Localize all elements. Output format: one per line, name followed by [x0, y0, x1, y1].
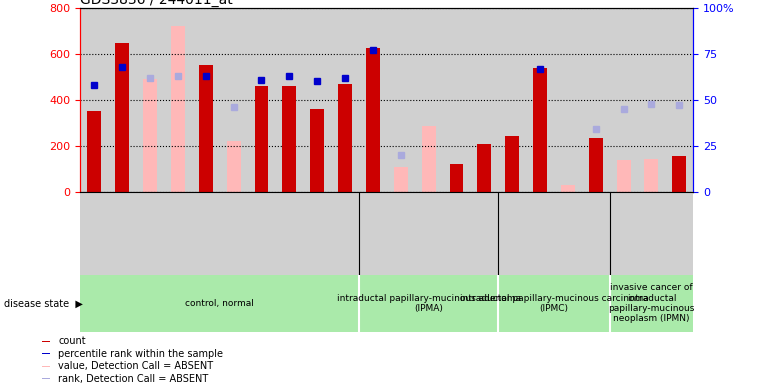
Bar [227, 141, 241, 192]
Bar [470, 8, 498, 192]
Text: intraductal papillary-mucinous carcinoma
(IPMC): intraductal papillary-mucinous carcinoma… [460, 294, 648, 313]
Bar [414, 8, 443, 192]
Bar [450, 164, 463, 192]
Bar [87, 111, 101, 192]
FancyBboxPatch shape [42, 366, 51, 367]
Bar [310, 109, 324, 192]
Bar [80, 8, 108, 192]
Bar [192, 8, 220, 192]
Text: rank, Detection Call = ABSENT: rank, Detection Call = ABSENT [58, 374, 208, 384]
Bar [533, 68, 547, 192]
Text: invasive cancer of
intraductal
papillary-mucinous
neoplasm (IPMN): invasive cancer of intraductal papillary… [608, 283, 695, 323]
Text: percentile rank within the sample: percentile rank within the sample [58, 349, 223, 359]
Bar [303, 8, 331, 192]
Text: value, Detection Call = ABSENT: value, Detection Call = ABSENT [58, 361, 213, 371]
Bar [421, 126, 436, 192]
Bar [387, 8, 414, 192]
Bar [526, 8, 554, 192]
Bar [199, 65, 213, 192]
Bar [394, 167, 408, 192]
Text: count: count [58, 336, 86, 346]
Bar [143, 79, 157, 192]
Bar [366, 48, 380, 192]
FancyBboxPatch shape [42, 378, 51, 379]
Bar [561, 185, 574, 192]
Bar [247, 8, 276, 192]
Text: intraductal papillary-mucinous adenoma
(IPMA): intraductal papillary-mucinous adenoma (… [336, 294, 521, 313]
Bar [477, 144, 491, 192]
Bar [164, 8, 192, 192]
Bar [617, 160, 630, 192]
Bar [331, 8, 359, 192]
Bar [610, 8, 637, 192]
Bar [254, 86, 268, 192]
Bar [136, 8, 164, 192]
Bar [582, 8, 610, 192]
Text: disease state  ▶: disease state ▶ [4, 298, 83, 308]
Bar [673, 156, 686, 192]
Bar [115, 43, 129, 192]
Bar [108, 8, 136, 192]
Bar [220, 8, 247, 192]
Bar [666, 8, 693, 192]
Bar [171, 26, 185, 192]
Bar [589, 138, 603, 192]
FancyBboxPatch shape [42, 341, 51, 342]
Bar [359, 8, 387, 192]
Bar [637, 8, 666, 192]
Bar [506, 136, 519, 192]
Bar [644, 159, 659, 192]
Bar [283, 86, 296, 192]
Text: control, normal: control, normal [185, 299, 254, 308]
Bar [338, 84, 352, 192]
Bar [554, 8, 582, 192]
Bar [498, 8, 526, 192]
Bar [276, 8, 303, 192]
Bar [443, 8, 470, 192]
FancyBboxPatch shape [42, 353, 51, 354]
Text: GDS3836 / 244011_at: GDS3836 / 244011_at [80, 0, 233, 7]
